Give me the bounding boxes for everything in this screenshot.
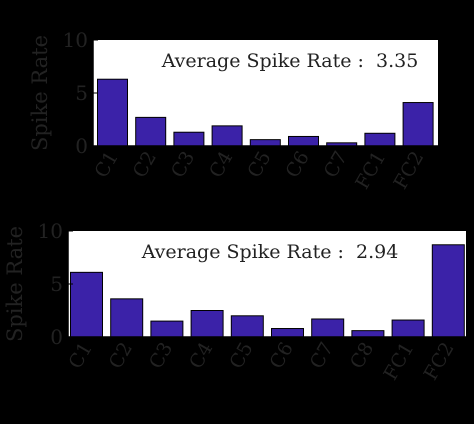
y-tick-labels: 0 5 10 [63, 28, 88, 158]
bar-group [70, 244, 465, 338]
y-tick-label: 5 [50, 272, 63, 296]
bar-c1 [70, 271, 103, 338]
bar-c4 [190, 310, 224, 338]
y-tick-label: 10 [38, 219, 63, 243]
bar-fc1 [391, 319, 425, 338]
bar-fc2 [431, 244, 465, 338]
average-annotation: Average Spike Rate : 2.94 [141, 241, 399, 263]
bar-c6 [288, 135, 319, 147]
y-tick-labels: 0 5 10 [38, 219, 63, 349]
average-annotation: Average Spike Rate : 3.35 [161, 50, 419, 72]
bar-c7 [311, 318, 345, 338]
bar-c3 [150, 320, 184, 338]
bar-c2 [110, 298, 144, 338]
bar-c1 [97, 78, 128, 147]
y-tick-label: 0 [50, 325, 63, 349]
bar-c8 [351, 330, 385, 338]
bar-c4 [211, 125, 243, 147]
bar-fc1 [364, 132, 396, 147]
bar-c3 [173, 131, 205, 147]
y-axis-label: Spike Rate [28, 35, 52, 151]
axes [67, 230, 466, 338]
bar-c6 [271, 328, 304, 338]
bar-c2 [135, 116, 167, 147]
y-tick-label: 10 [63, 28, 88, 52]
y-tick-label: 0 [75, 134, 88, 158]
bar-c5 [249, 139, 281, 147]
axes [92, 39, 438, 147]
y-tick-label: 5 [75, 81, 88, 105]
bar-c5 [230, 315, 264, 338]
y-axis-label: Spike Rate [3, 226, 27, 342]
bar-fc2 [402, 102, 434, 147]
bar-group [97, 78, 434, 147]
